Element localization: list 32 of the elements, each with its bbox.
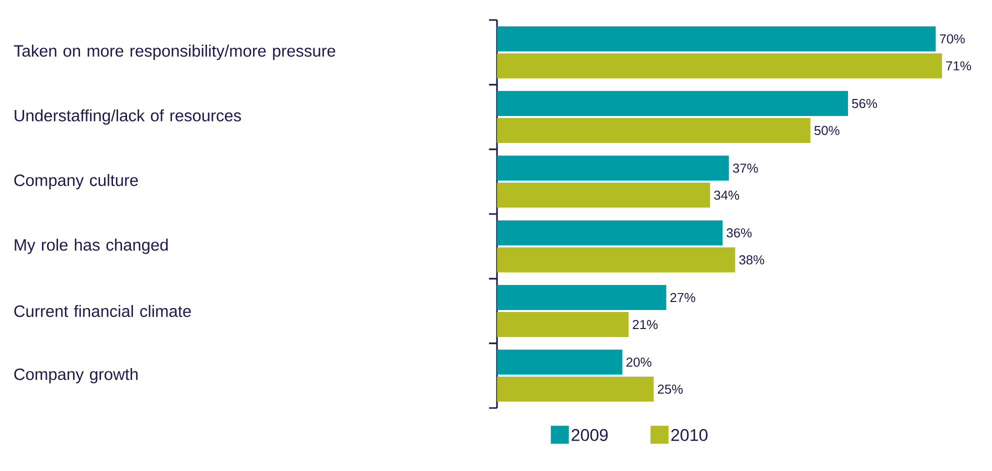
bar xyxy=(497,182,710,208)
bar xyxy=(497,350,622,375)
data-label: 36% xyxy=(726,228,752,238)
data-label: 38% xyxy=(739,255,764,264)
bar xyxy=(497,156,729,181)
bar xyxy=(497,312,629,338)
bar xyxy=(497,53,942,78)
y-tick-label: Current financial climate xyxy=(14,304,191,318)
data-label: 71% xyxy=(946,61,971,70)
bar xyxy=(497,91,848,116)
y-tick-label: Company culture xyxy=(14,174,138,190)
bar xyxy=(497,220,723,246)
bar xyxy=(497,247,736,272)
data-label: 34% xyxy=(714,190,740,200)
legend-label: 2009 xyxy=(572,429,608,442)
data-label: 37% xyxy=(732,164,758,173)
bar xyxy=(497,26,936,52)
y-tick-label: Understaffing/lack of resources xyxy=(14,109,241,125)
data-label: 20% xyxy=(626,358,652,367)
bar xyxy=(497,118,810,144)
legend-label: 2010 xyxy=(671,429,708,442)
y-tick-label: Taken on more responsibility/more pressure xyxy=(14,44,336,60)
data-label: 70% xyxy=(940,34,965,44)
bar xyxy=(497,285,666,310)
y-tick-label: Company growth xyxy=(14,368,138,384)
data-label: 56% xyxy=(852,98,877,108)
data-label: 50% xyxy=(814,126,840,136)
bar xyxy=(497,376,654,402)
data-label: 27% xyxy=(670,292,696,302)
data-label: 21% xyxy=(632,320,658,330)
y-tick-label: My role has changed xyxy=(14,238,168,254)
data-label: 25% xyxy=(658,384,683,394)
